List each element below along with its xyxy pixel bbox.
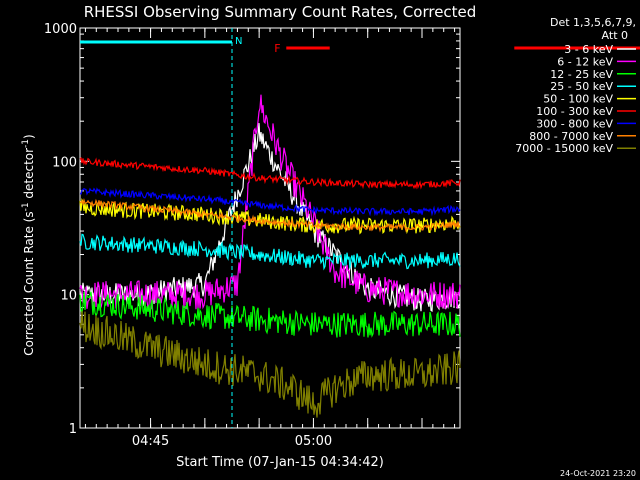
legend-label-2: 12 - 25 keV <box>550 68 613 81</box>
series-line-1 <box>79 94 461 310</box>
series-layer <box>79 94 461 418</box>
y-tick-label: 1 <box>69 422 77 437</box>
y-tick-label: 10 <box>60 289 77 304</box>
chart-title: RHESSI Observing Summary Count Rates, Co… <box>84 3 477 21</box>
legend-label-1: 6 - 12 keV <box>557 55 613 68</box>
legend-label-5: 100 - 300 keV <box>536 105 613 118</box>
legend-label-0: 3 - 6 keV <box>564 43 613 56</box>
x-axis: 04:45 05:00 <box>84 28 456 449</box>
series-line-3 <box>79 233 461 271</box>
series-line-8 <box>79 310 461 418</box>
legend-label-8: 7000 - 15000 keV <box>515 142 613 155</box>
legend-header-line-1: Det 1,3,5,6,7,9, <box>550 16 636 29</box>
series-line-7 <box>79 197 461 233</box>
flare-marker-label: F <box>274 42 280 55</box>
y-axis: 1 10 100 1000 <box>44 22 460 437</box>
series-line-6 <box>79 187 461 217</box>
x-axis-label: Start Time (07-Jan-15 04:34:42) <box>176 455 384 470</box>
y-axis-label-sup1: -1 <box>21 202 31 211</box>
series-line-2 <box>79 291 461 338</box>
y-axis-label: Corrected Count Rate (s-1 detector-1) <box>21 134 36 355</box>
y-axis-label-mid: detector <box>22 148 36 203</box>
y-axis-label-main: Corrected Count Rate (s <box>22 211 36 355</box>
footer-timestamp: 24-Oct-2021 23:20 <box>560 469 636 478</box>
series-line-5 <box>79 156 461 190</box>
series-line-0 <box>79 123 461 313</box>
y-tick-label: 1000 <box>44 22 77 37</box>
y-axis-label-end: ) <box>22 134 36 139</box>
attenuator-bars: FN <box>80 28 640 428</box>
legend-label-4: 50 - 100 keV <box>543 93 613 106</box>
y-axis-label-sup2: -1 <box>21 139 31 148</box>
legend-label-6: 300 - 800 keV <box>536 117 613 130</box>
legend-label-3: 25 - 50 keV <box>550 80 613 93</box>
x-tick-label: 04:45 <box>132 434 169 449</box>
series-line-4 <box>79 198 461 235</box>
legend-header-line-2: Att 0 <box>602 29 628 42</box>
y-tick-label: 100 <box>52 155 77 170</box>
legend-label-7: 800 - 7000 keV <box>529 130 613 143</box>
night-marker-label: N <box>235 36 242 47</box>
x-tick-label: 05:00 <box>295 434 332 449</box>
